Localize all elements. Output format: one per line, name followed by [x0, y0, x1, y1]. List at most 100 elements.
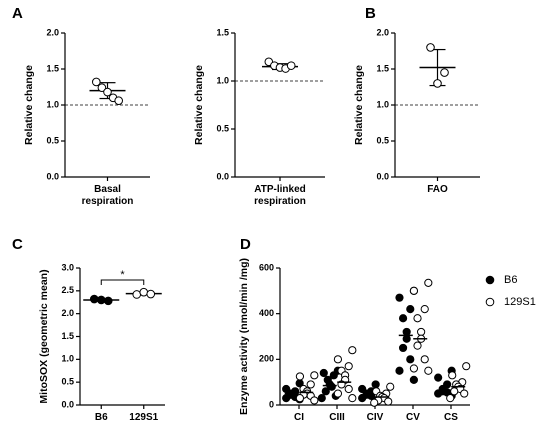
data-point [319, 368, 328, 378]
y-tick-label: 600 [259, 262, 274, 272]
data-point [306, 380, 315, 389]
panel-label: A [12, 5, 23, 22]
data-point [409, 286, 419, 295]
y-tick-label: 0 [269, 399, 274, 409]
data-point [96, 295, 106, 305]
x-tick-label: CV [406, 412, 420, 423]
data-point [132, 290, 142, 299]
y-tick-label: 1.5 [46, 63, 59, 73]
data-point [146, 289, 156, 299]
y-tick-label: 400 [259, 308, 274, 318]
x-tick-label: CIII [329, 412, 345, 423]
data-point [295, 394, 305, 403]
data-point [440, 68, 449, 77]
data-point [409, 375, 418, 384]
y-axis-label: Enzyme activity (nmol/min /mg) [238, 258, 250, 415]
y-tick-label: 2.5 [61, 285, 74, 295]
x-tick-label: Basal respiration [81, 184, 134, 207]
data-point [446, 394, 455, 403]
data-point [420, 355, 429, 364]
data-point [434, 389, 443, 398]
data-point [398, 314, 408, 323]
y-axis-label: Relative change [353, 65, 365, 145]
data-point [402, 327, 411, 337]
data-point [424, 278, 433, 287]
data-point [417, 327, 426, 337]
y-tick-label: 0.5 [46, 135, 59, 145]
data-point [333, 355, 343, 364]
panel-label: C [12, 236, 23, 253]
data-point [295, 372, 305, 381]
data-point [310, 371, 319, 380]
data-point [139, 287, 149, 297]
data-point [406, 355, 415, 364]
data-point [348, 394, 357, 403]
significance-label: * [120, 269, 125, 281]
y-axis-label: Relative change [23, 65, 35, 145]
data-point [424, 366, 433, 375]
data-point [448, 371, 457, 380]
legend-marker [485, 275, 495, 285]
data-point [384, 397, 393, 406]
data-point [371, 380, 380, 389]
y-axis-label: Relative change [193, 65, 205, 145]
data-point [310, 396, 319, 405]
data-point [406, 305, 415, 314]
data-point [420, 305, 429, 314]
data-point [450, 387, 459, 396]
x-tick-label: 129S1 [129, 412, 159, 423]
data-point [460, 389, 469, 398]
y-axis-label: MitoSOX (geometric mean) [38, 269, 50, 403]
panel-label: D [240, 236, 251, 253]
y-tick-label: 3.0 [61, 262, 74, 272]
data-point [402, 334, 411, 343]
legend-marker [485, 297, 495, 307]
data-point [321, 387, 330, 396]
data-point [329, 371, 338, 380]
data-point [462, 362, 471, 371]
x-tick-label: CIV [366, 412, 384, 423]
data-point [97, 83, 107, 93]
data-point [395, 293, 404, 302]
x-tick-label: ATP-linked respiration [254, 184, 306, 207]
data-point [114, 96, 123, 105]
significance-bracket [100, 279, 145, 285]
data-point [413, 341, 422, 350]
y-tick-label: 2.0 [61, 308, 74, 318]
x-tick-label: B6 [94, 412, 108, 423]
y-tick-label: 2.0 [46, 27, 59, 37]
data-point [344, 384, 353, 394]
data-point [286, 61, 296, 70]
y-tick-label: 0.0 [46, 171, 59, 181]
y-tick-label: 1.5 [376, 63, 389, 73]
x-tick-label: CS [444, 412, 458, 423]
data-point [426, 43, 435, 52]
y-tick-label: 1.0 [376, 99, 389, 109]
data-point [433, 79, 442, 88]
y-tick-label: 1.5 [61, 331, 74, 341]
y-tick-label: 1.0 [216, 75, 229, 85]
y-tick-label: 0.5 [61, 377, 74, 387]
data-point [413, 314, 422, 323]
y-tick-label: 1.0 [61, 354, 74, 364]
data-point [344, 362, 353, 371]
data-point [348, 346, 357, 355]
data-point [386, 382, 395, 391]
panel-label: B [365, 5, 376, 22]
y-tick-label: 2.0 [376, 27, 389, 37]
data-point [370, 398, 379, 407]
legend-label: B6 [504, 274, 517, 286]
data-point [333, 389, 343, 398]
data-point [398, 343, 408, 353]
data-point [92, 77, 101, 87]
legend-label: 129S1 [504, 296, 536, 308]
y-tick-label: 1.0 [46, 99, 59, 109]
data-point [434, 373, 443, 382]
x-tick-label: FAO [427, 184, 448, 195]
data-point [103, 87, 112, 97]
x-tick-label: CI [294, 412, 304, 423]
data-point [395, 366, 404, 375]
y-tick-label: 1.5 [216, 27, 229, 37]
